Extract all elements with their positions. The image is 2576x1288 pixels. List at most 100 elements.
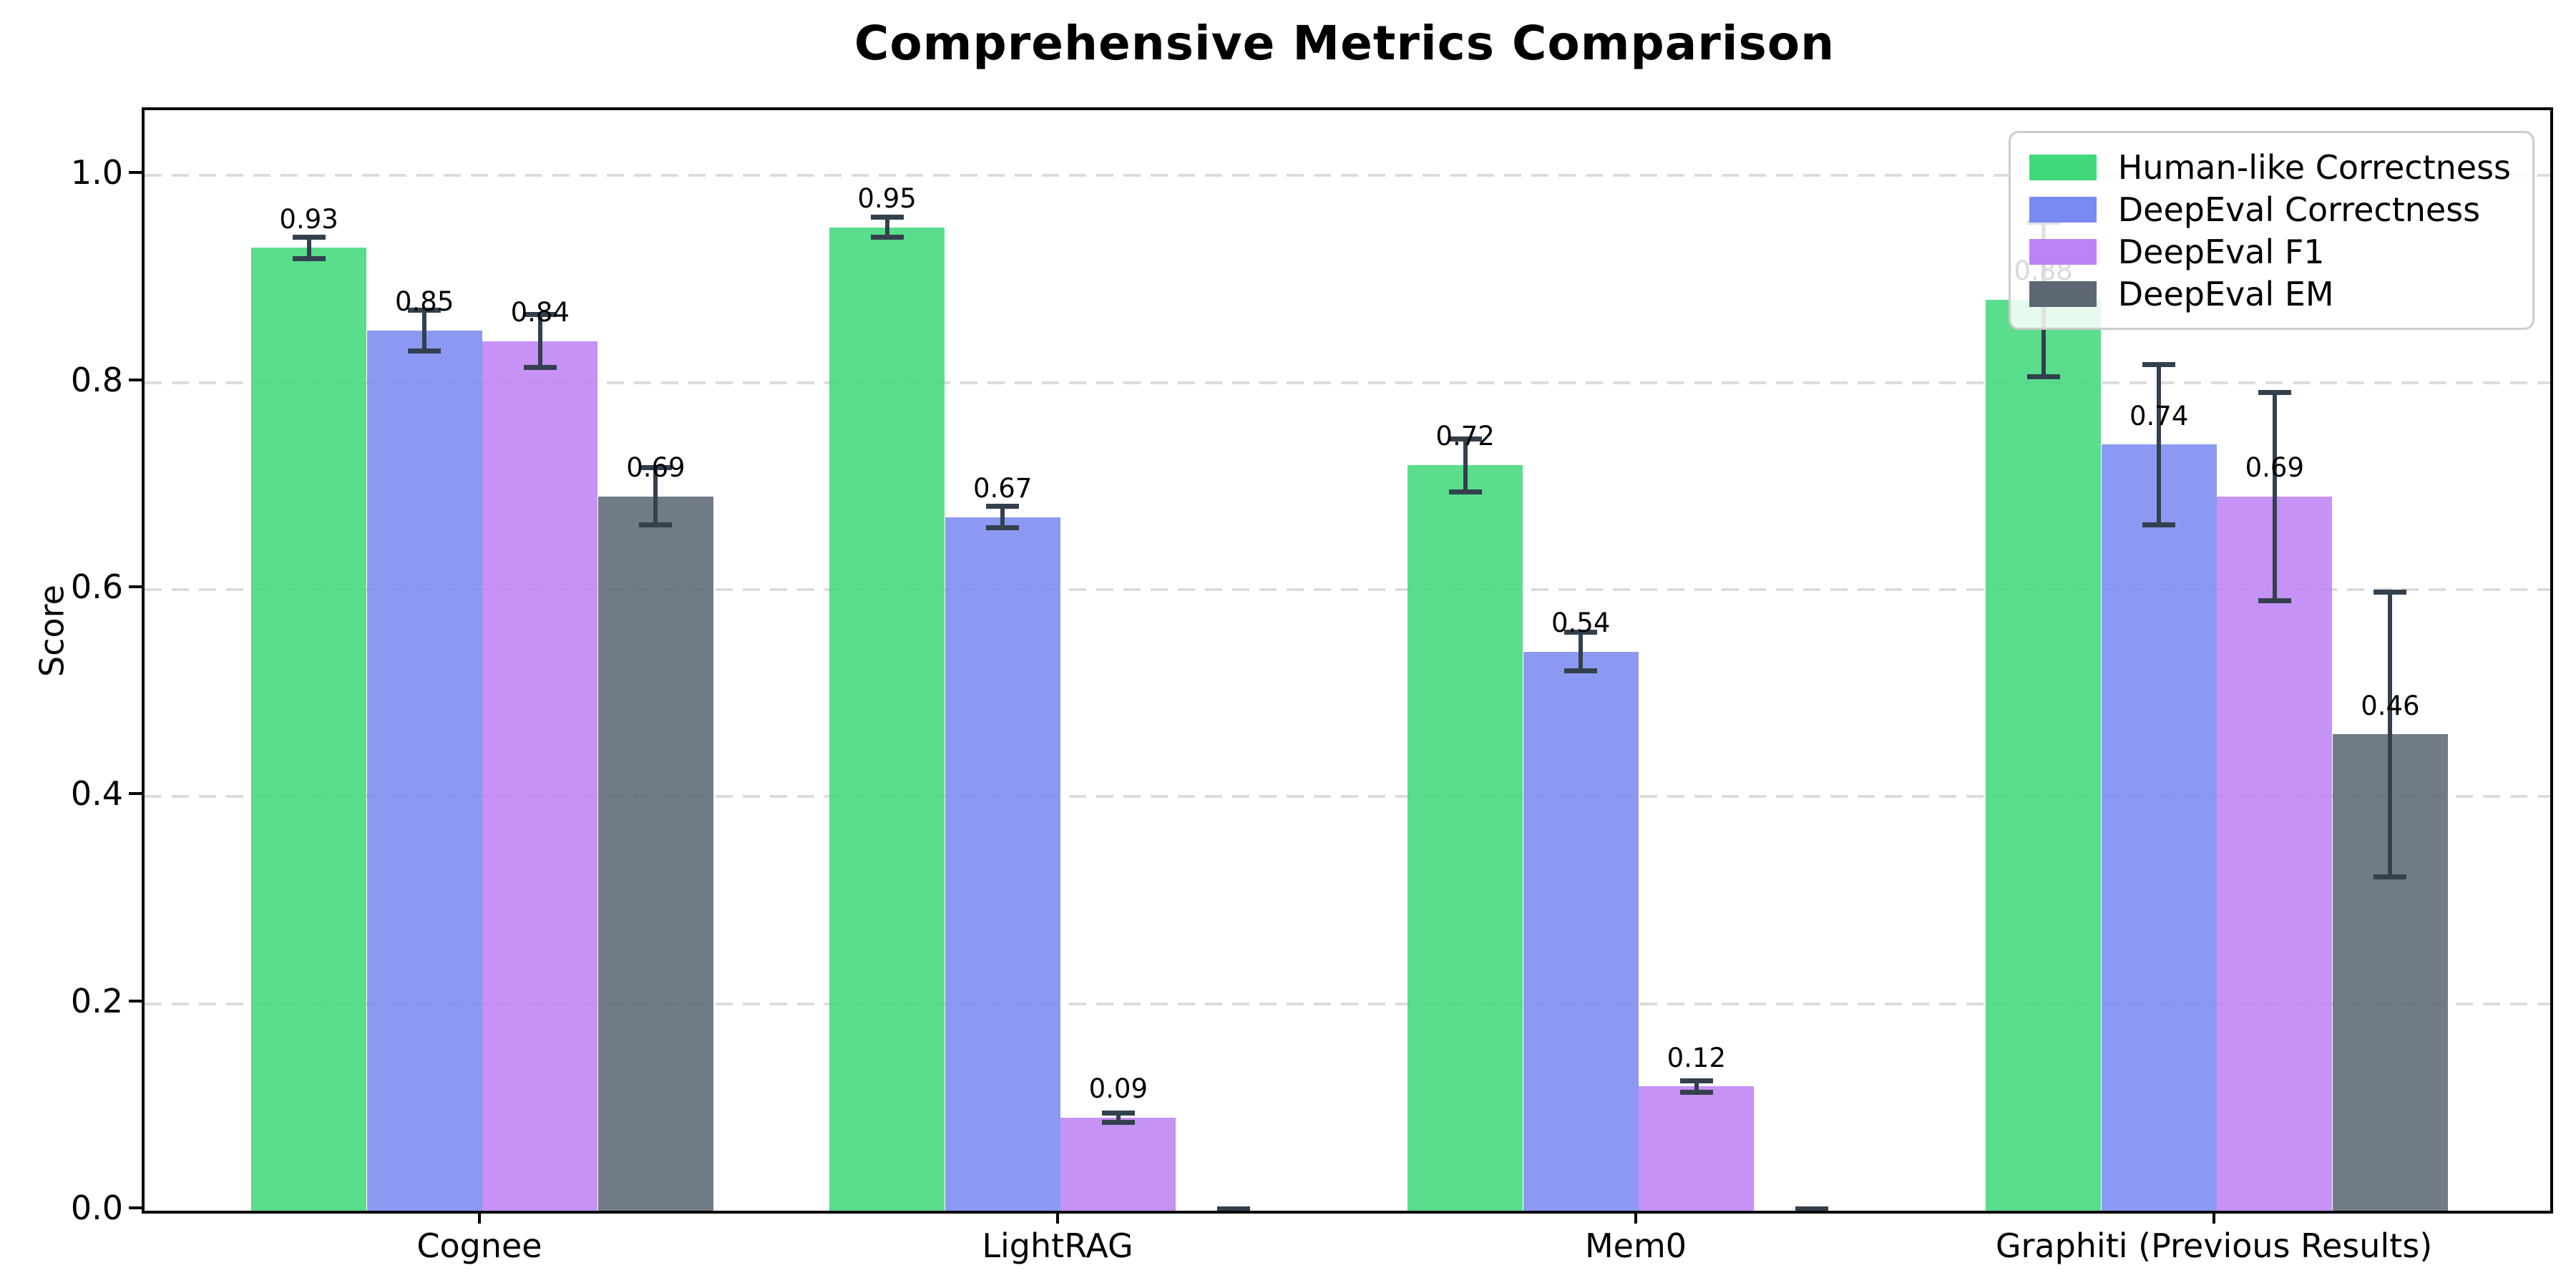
legend-item: DeepEval Correctness [2029, 188, 2511, 230]
value-label-0.69: 0.69 [626, 452, 686, 483]
error-bar-cap-top [292, 234, 326, 240]
x-tick-mark [2212, 1211, 2215, 1224]
error-bar [639, 465, 673, 528]
error-bar [292, 234, 326, 262]
bar-human-like-correctness-mem0 [1407, 465, 1523, 1211]
bar-human-like-correctness-lightrag [829, 227, 945, 1211]
gridline-0.4 [145, 795, 2550, 799]
error-bar-cap-bottom [1679, 1089, 1713, 1095]
gridline-0.6 [145, 587, 2550, 591]
y-tick-label-0.0: 0.0 [70, 1189, 123, 1227]
error-bar [2142, 361, 2176, 528]
y-tick-label-0.2: 0.2 [70, 981, 123, 1020]
y-tick-mark [129, 585, 142, 588]
error-bar-cap-top [1679, 1078, 1713, 1083]
error-bar-stem [1116, 1110, 1121, 1125]
error-bar [986, 503, 1020, 531]
error-bar-stem [2388, 589, 2393, 879]
y-tick-label-0.8: 0.8 [70, 360, 123, 399]
gridline-0.8 [145, 381, 2550, 384]
x-tick-label-graphiti-previous-results-: Graphiti (Previous Results) [1995, 1226, 2433, 1265]
error-bar [1448, 436, 1482, 494]
error-bar-cap-top [639, 465, 673, 471]
x-tick-mark [478, 1211, 481, 1224]
error-bar-stem [1463, 436, 1468, 494]
y-tick-mark [129, 378, 142, 381]
legend-swatch-deepeval-correctness [2029, 196, 2097, 223]
y-tick-label-0.4: 0.4 [70, 774, 123, 814]
legend: Human-like Correctness DeepEval Correctn… [2008, 131, 2534, 330]
error-bar-cap-top [2142, 361, 2176, 367]
error-bar-cap-top [986, 503, 1020, 509]
value-label-0.85: 0.85 [394, 286, 454, 318]
error-bar-stem [537, 312, 542, 371]
error-bar-cap-bottom [1101, 1119, 1135, 1125]
error-bar-stem [2272, 389, 2277, 603]
bar-human-like-correctness-cognee [251, 248, 367, 1211]
error-bar-stem [653, 465, 658, 528]
legend-item: DeepEval EM [2029, 273, 2511, 315]
error-bar-cap-bottom [1564, 668, 1598, 674]
error-bar-cap-top [2373, 589, 2407, 595]
x-tick-label-cognee: Cognee [416, 1226, 542, 1265]
legend-item: DeepEval F1 [2029, 230, 2511, 273]
error-bar-cap-top [1795, 1206, 1829, 1211]
error-bar [870, 215, 904, 240]
x-tick-label-mem0: Mem0 [1584, 1226, 1687, 1265]
y-tick-mark [129, 792, 142, 796]
bar-deepeval-f1-lightrag [1060, 1117, 1176, 1211]
error-bar [408, 308, 441, 353]
chart-title: Comprehensive Metrics Comparison [854, 16, 1835, 71]
error-bar [2373, 589, 2407, 879]
value-label-0.69: 0.69 [2245, 452, 2304, 483]
error-bar [1217, 1206, 1251, 1211]
value-label-0.84: 0.84 [510, 296, 570, 328]
error-bar-cap-top [1217, 1206, 1251, 1211]
legend-label: DeepEval Correctness [2117, 190, 2481, 229]
value-label-0.46: 0.46 [2361, 690, 2420, 721]
legend-swatch-deepeval-f1 [2029, 238, 2097, 265]
value-label-0.72: 0.72 [1435, 421, 1495, 452]
error-bar-cap-bottom [2142, 522, 2176, 528]
bar-human-like-correctness-graphiti-previous-results- [1986, 299, 2102, 1211]
y-axis-title: Score [32, 585, 72, 677]
value-label-0.74: 0.74 [2129, 400, 2189, 431]
bar-deepeval-correctness-mem0 [1523, 651, 1639, 1211]
y-tick-mark [129, 1206, 142, 1209]
bar-deepeval-correctness-cognee [366, 331, 482, 1211]
error-bar [523, 312, 557, 371]
error-bar-cap-top [523, 312, 557, 318]
error-bar-cap-bottom [870, 234, 904, 240]
bar-deepeval-em-cognee [597, 496, 713, 1211]
error-bar-cap-bottom [292, 256, 326, 262]
error-bar-cap-bottom [2258, 597, 2291, 603]
error-bar-cap-top [2258, 389, 2291, 395]
error-bar-cap-bottom [1448, 489, 1482, 494]
error-bar-cap-top [1101, 1110, 1135, 1116]
error-bar-cap-bottom [523, 365, 557, 371]
x-tick-label-lightrag: LightRAG [982, 1226, 1133, 1265]
error-bar [1101, 1110, 1135, 1125]
error-bar-cap-bottom [2373, 874, 2407, 879]
legend-label: DeepEval F1 [2117, 232, 2325, 271]
error-bar [2258, 389, 2291, 603]
value-label-0.93: 0.93 [279, 203, 338, 235]
error-bar [1679, 1078, 1713, 1095]
y-tick-label-1.0: 1.0 [70, 153, 123, 192]
error-bar-stem [1579, 630, 1584, 674]
value-label-0.67: 0.67 [972, 472, 1033, 504]
error-bar-cap-bottom [1217, 1209, 1251, 1211]
y-tick-label-0.6: 0.6 [70, 567, 123, 606]
error-bar-stem [1694, 1078, 1699, 1095]
error-bar-stem [422, 308, 427, 353]
error-bar-stem [306, 234, 311, 262]
bar-deepeval-f1-mem0 [1639, 1086, 1755, 1211]
error-bar-stem [2157, 361, 2162, 528]
error-bar-cap-top [870, 215, 904, 220]
x-tick-mark [1634, 1211, 1637, 1224]
error-bar-cap-bottom [408, 348, 441, 353]
error-bar [1564, 630, 1598, 674]
error-bar-cap-bottom [639, 522, 673, 528]
error-bar-stem [1000, 503, 1005, 531]
legend-swatch-deepeval-em [2029, 280, 2097, 307]
